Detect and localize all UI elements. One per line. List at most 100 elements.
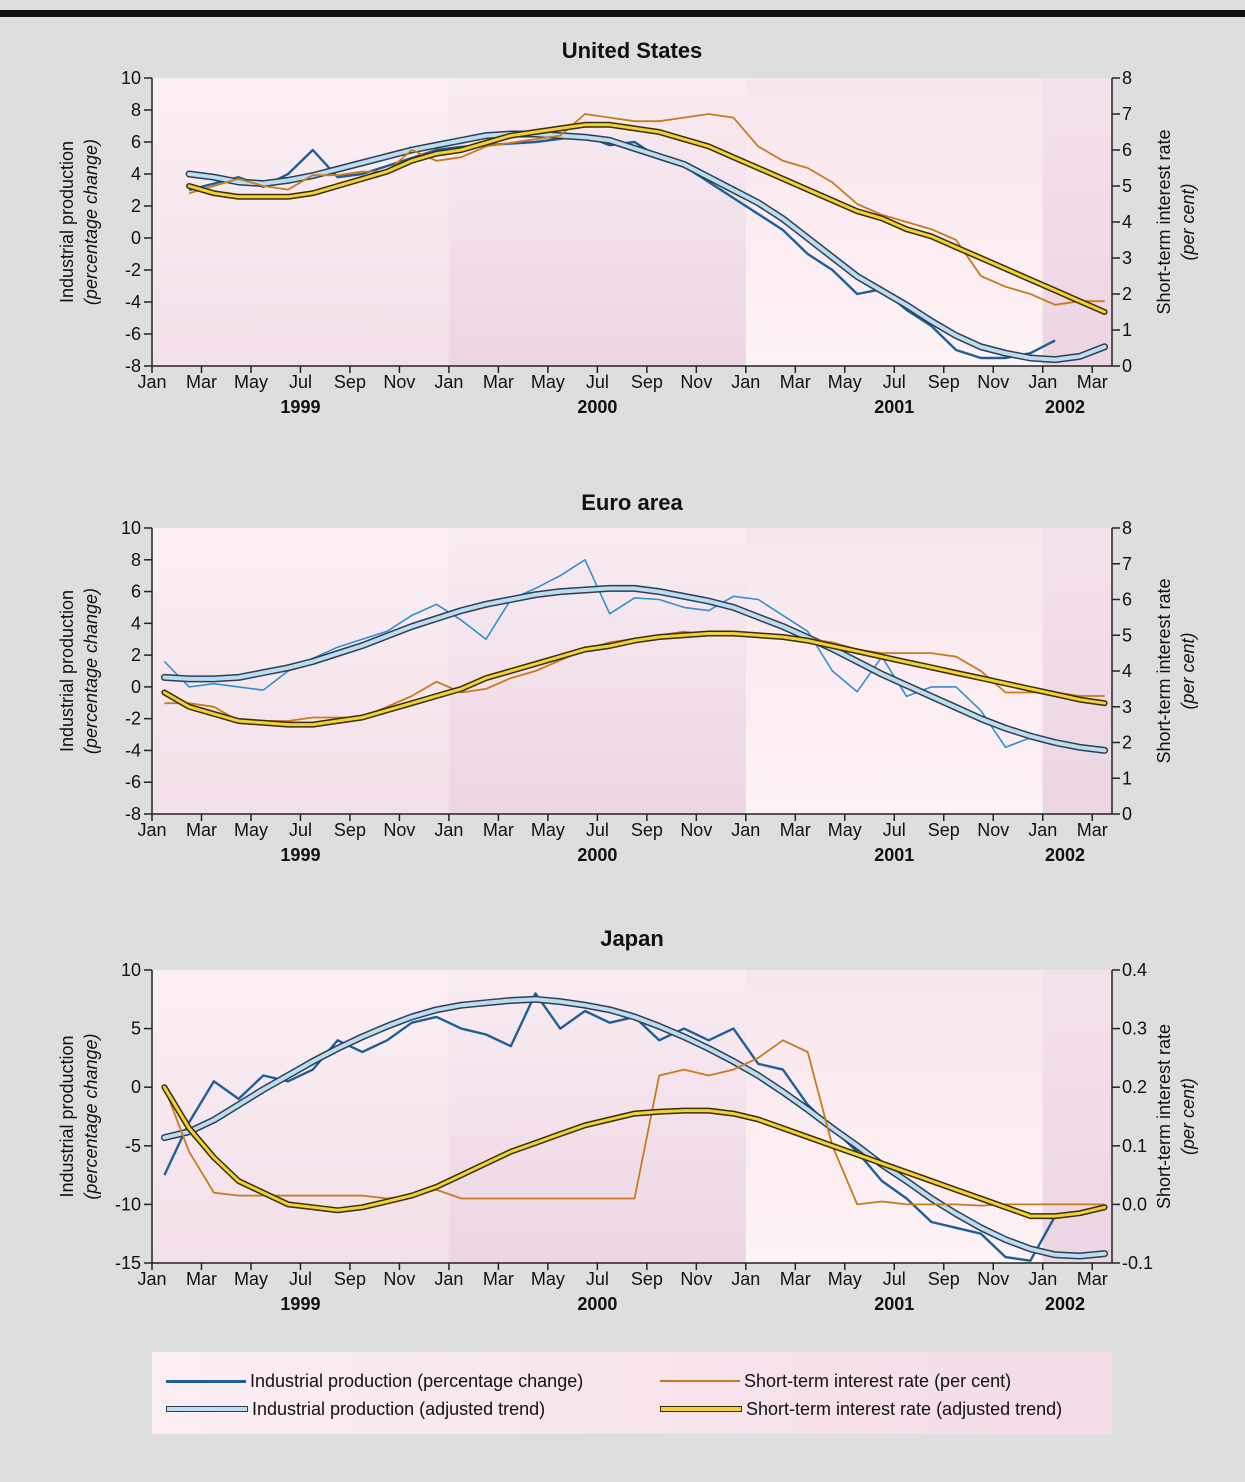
legend-item-rate-pct: Short-term interest rate (per cent) <box>660 1370 1011 1392</box>
chart2-ytick-right-label: 1 <box>1122 768 1132 788</box>
legend-swatch-ip-pct <box>166 1379 246 1383</box>
chart2-ytick-left-label: 6 <box>131 582 141 602</box>
chart2-xtick-label: Jul <box>883 820 906 840</box>
chart1-series-2-line <box>187 132 1107 362</box>
chart3-year-band <box>448 970 746 1263</box>
top-rule <box>0 10 1245 17</box>
chart2-year-label: 2000 <box>577 845 617 865</box>
chart2-ytick-right-label: 7 <box>1122 554 1132 574</box>
chart1-ytick-right-label: 6 <box>1122 140 1132 160</box>
chart3-ytick-right-label: 0.2 <box>1122 1077 1147 1097</box>
chart1-xtick-label: Mar <box>483 372 514 392</box>
chart2-ytick-left-label: -6 <box>125 772 141 792</box>
chart2-ytick-left-label: 4 <box>131 613 141 633</box>
chart2-ytick-right-label: 4 <box>1122 661 1132 681</box>
chart3-xtick-label: Nov <box>977 1269 1009 1289</box>
chart3-year-band <box>745 970 1043 1263</box>
chart1-ytick-left-label: 8 <box>131 100 141 120</box>
chart3-year-label: 2002 <box>1045 1294 1085 1314</box>
chart2-year-label: 2001 <box>874 845 914 865</box>
chart1-ytick-left-label: -6 <box>125 324 141 344</box>
chart1-xtick-label: Mar <box>780 372 811 392</box>
chart2-year-band <box>152 528 449 814</box>
chart3-xtick-label: Jul <box>289 1269 312 1289</box>
chart1-year-band <box>448 78 746 366</box>
chart2-xtick-label: Jan <box>137 820 166 840</box>
chart3-xtick-label: Jan <box>137 1269 166 1289</box>
chart1-xtick-label: May <box>234 372 268 392</box>
legend-label-rate-pct: Short-term interest rate (per cent) <box>744 1370 1012 1391</box>
chart3-xtick-label: Jan <box>1028 1269 1057 1289</box>
chart2-ytick-left-label: -2 <box>125 709 141 729</box>
legend: Industrial production (percentage change… <box>152 1352 1112 1434</box>
chart1-xtick-label: May <box>531 372 565 392</box>
chart3-xtick-label: May <box>828 1269 862 1289</box>
chart1-ytick-left-label: 4 <box>131 164 141 184</box>
chart1-ytick-right-label: 0 <box>1122 356 1132 376</box>
chart3-xtick-label: May <box>234 1269 268 1289</box>
chart2-xtick-label: Jan <box>1028 820 1057 840</box>
chart3-series-3-line <box>163 1039 1105 1207</box>
chart1-ylabel-left-sub: (percentage change) <box>81 139 101 305</box>
chart1-year-label: 2002 <box>1045 397 1085 417</box>
chart3-ytick-right-label: 0.0 <box>1122 1194 1147 1214</box>
chart3-xtick-label: Jan <box>731 1269 760 1289</box>
chart3-xtick-label: Mar <box>186 1269 217 1289</box>
chart1-xtick-label: Nov <box>383 372 415 392</box>
chart1-ytick-left-label: -8 <box>125 356 141 376</box>
chart3-series-2-line <box>162 997 1107 1258</box>
chart3-year-label: 1999 <box>280 1294 320 1314</box>
chart1-xtick-label: Jan <box>731 372 760 392</box>
chart2-xtick-label: May <box>234 820 268 840</box>
chart3-ytick-left-label: 10 <box>121 960 141 980</box>
chart1-series-3-line <box>188 113 1105 306</box>
chart3-ylabel-right: Short-term interest rate <box>1154 1024 1174 1209</box>
chart1-xtick-label: Sep <box>928 372 960 392</box>
chart1-ytick-left-label: 6 <box>131 132 141 152</box>
chart3-xtick-label: Jul <box>883 1269 906 1289</box>
chart3-xtick-label: Sep <box>334 1269 366 1289</box>
chart1-xtick-label: Jan <box>137 372 166 392</box>
chart2-xtick-label: Jan <box>731 820 760 840</box>
legend-swatch-ip-trend <box>166 1406 248 1412</box>
chart3-xtick-label: Sep <box>928 1269 960 1289</box>
chart2-ytick-left-label: -4 <box>125 740 141 760</box>
chart1-year-band <box>1042 78 1112 366</box>
chart3-xtick-label: Sep <box>631 1269 663 1289</box>
chart3-ytick-left-label: -5 <box>125 1136 141 1156</box>
chart3-title: Japan <box>600 926 664 951</box>
chart2-ytick-left-label: 0 <box>131 677 141 697</box>
chart3-ytick-left-label: -10 <box>115 1194 141 1214</box>
chart3-series-4-line <box>162 1085 1107 1218</box>
chart1-year-label: 1999 <box>280 397 320 417</box>
chart2-series-4-line <box>162 632 1107 727</box>
chart2-xtick-label: Nov <box>383 820 415 840</box>
chart3-xtick-label: May <box>531 1269 565 1289</box>
chart1-ytick-left-label: -4 <box>125 292 141 312</box>
chart3-year-band <box>152 970 449 1263</box>
chart2-year-band <box>1042 528 1112 814</box>
chart1-xtick-label: Sep <box>334 372 366 392</box>
chart1-ylabel-left: Industrial production <box>57 141 77 303</box>
chart2-xtick-label: Jul <box>586 820 609 840</box>
chart2-year-label: 1999 <box>280 845 320 865</box>
chart3-ytick-left-label: -15 <box>115 1253 141 1273</box>
chart3-ytick-right-label: 0.4 <box>1122 960 1147 980</box>
chart1-year-label: 2001 <box>874 397 914 417</box>
chart3-year-label: 2000 <box>577 1294 617 1314</box>
chart1-title: United States <box>562 38 703 63</box>
chart2-ytick-right-label: 8 <box>1122 518 1132 538</box>
chart1-ytick-right-label: 7 <box>1122 104 1132 124</box>
chart3-xtick-label: Jan <box>434 1269 463 1289</box>
chart3-ytick-left-label: 5 <box>131 1019 141 1039</box>
chart3-year-label: 2001 <box>874 1294 914 1314</box>
chart3-xtick-label: Nov <box>680 1269 712 1289</box>
chart2-year-band <box>745 528 1043 814</box>
chart2-ytick-right-label: 2 <box>1122 733 1132 753</box>
chart3-ylabel-left: Industrial production <box>57 1035 77 1197</box>
chart1-xtick-label: Nov <box>977 372 1009 392</box>
chart1-ytick-right-label: 2 <box>1122 284 1132 304</box>
chart1-xtick-label: Jul <box>289 372 312 392</box>
chart1-xtick-label: Jul <box>586 372 609 392</box>
